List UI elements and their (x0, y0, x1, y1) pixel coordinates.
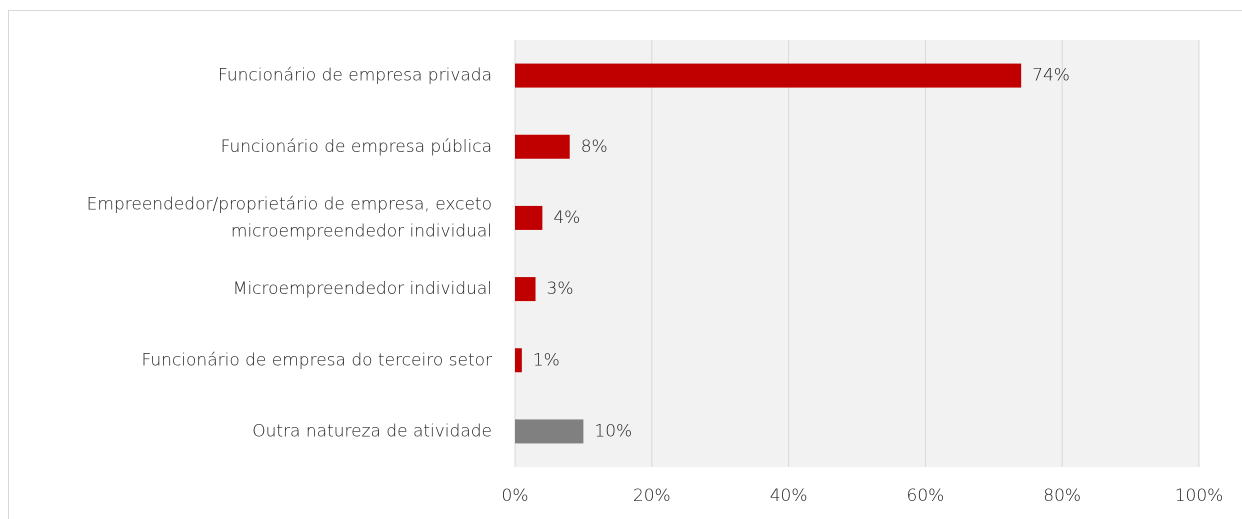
y-tick-label: Funcionário de empresa do terceiro setor (142, 350, 492, 370)
y-tick-label: Funcionário de empresa pública (221, 137, 492, 157)
x-tick-label: 100% (1175, 486, 1224, 506)
bar (515, 134, 570, 159)
x-tick-label: 40% (770, 486, 808, 506)
value-label: 8% (581, 137, 608, 157)
x-tick-label: 60% (907, 486, 945, 506)
bar (515, 277, 536, 302)
value-label: 4% (553, 208, 580, 228)
plot-area (515, 40, 1199, 467)
y-tick-label: Empreendedor/proprietário de empresa, ex… (87, 194, 492, 241)
y-tick-label: Funcionário de empresa privada (218, 66, 492, 86)
y-tick-label: Microempreendedor individual (233, 279, 492, 299)
value-label: 3% (547, 279, 574, 299)
y-tick-label-line: microempreendedor individual (231, 221, 492, 241)
bar (515, 419, 584, 444)
bar (515, 205, 543, 230)
bar (515, 63, 1022, 88)
value-label: 74% (1032, 66, 1070, 86)
bar (515, 348, 522, 373)
x-tick-label: 80% (1043, 486, 1081, 506)
x-tick-label: 0% (502, 486, 529, 506)
y-tick-label: Outra natureza de atividade (252, 421, 492, 441)
value-label: 10% (594, 421, 632, 441)
value-label: 1% (533, 350, 560, 370)
y-tick-label-line: Empreendedor/proprietário de empresa, ex… (87, 194, 492, 214)
chart-frame (8, 10, 1242, 519)
x-tick-label: 20% (633, 486, 671, 506)
